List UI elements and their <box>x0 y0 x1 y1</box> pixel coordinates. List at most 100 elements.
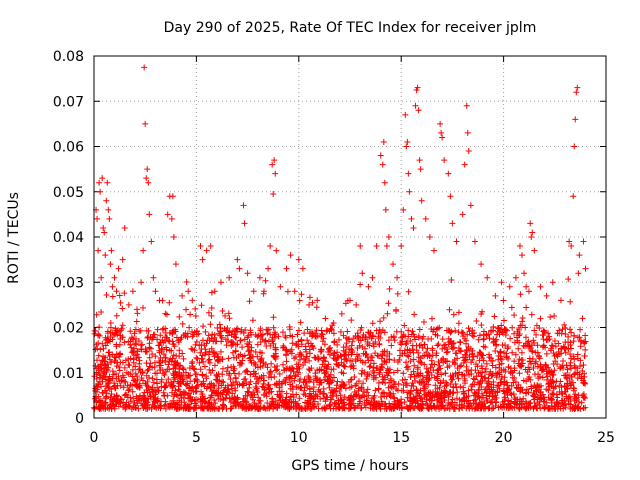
band-point <box>348 342 355 349</box>
data-point <box>394 274 401 281</box>
band-point <box>498 322 505 329</box>
band-point <box>133 355 140 362</box>
band-point <box>182 381 189 388</box>
band-point <box>118 377 125 384</box>
band-point <box>188 345 195 352</box>
data-point <box>256 274 263 281</box>
band-point <box>169 338 176 345</box>
data-point <box>380 138 387 145</box>
band-point <box>505 355 512 362</box>
data-point <box>519 252 526 259</box>
data-point <box>528 234 535 240</box>
data-point <box>543 292 550 299</box>
band-point <box>449 396 456 403</box>
band-point <box>128 344 135 351</box>
band-point <box>571 385 578 392</box>
band-point <box>462 356 469 363</box>
band-point <box>492 364 499 371</box>
data-point <box>299 265 306 272</box>
band-point <box>574 375 581 382</box>
y-tick-label: 0.05 <box>53 185 84 201</box>
band-point <box>531 382 538 389</box>
band-point <box>381 376 388 383</box>
band-point <box>319 331 326 338</box>
band-point <box>145 366 152 373</box>
band-point <box>537 405 544 412</box>
band-point <box>582 346 589 353</box>
band-point <box>140 304 147 311</box>
band-point <box>370 343 377 350</box>
band-point <box>450 311 457 318</box>
band-point <box>132 340 139 347</box>
y-tick-label: 0.07 <box>53 94 84 110</box>
band-point <box>454 372 461 379</box>
band-point <box>179 350 186 357</box>
data-point <box>240 202 247 209</box>
data-point <box>439 134 446 141</box>
data-point <box>189 297 196 304</box>
band-point <box>111 403 118 410</box>
data-point <box>106 215 113 222</box>
band-point <box>511 404 518 411</box>
band-point <box>457 339 464 346</box>
band-point <box>379 361 386 368</box>
band-point <box>306 374 313 381</box>
band-point <box>493 374 500 381</box>
band-point <box>269 395 276 402</box>
band-point <box>459 371 466 378</box>
band-point <box>320 335 327 342</box>
band-point <box>485 378 492 385</box>
data-point <box>156 297 163 304</box>
band-point <box>297 350 304 357</box>
band-point <box>319 361 326 368</box>
band-point <box>358 370 365 377</box>
band-point <box>105 337 112 344</box>
x-tick-label: 10 <box>290 430 308 446</box>
band-point <box>448 277 455 283</box>
band-point <box>357 327 364 334</box>
band-point <box>415 390 422 397</box>
band-point <box>470 375 477 382</box>
band-point <box>428 335 435 342</box>
band-point <box>551 337 558 344</box>
data-point <box>383 243 390 250</box>
band-point <box>149 388 156 395</box>
band-point <box>117 382 124 389</box>
band-point <box>229 338 236 345</box>
band-point <box>412 336 419 343</box>
band-point <box>240 329 247 336</box>
band-point <box>300 361 307 368</box>
band-point <box>178 390 185 397</box>
y-axis-label: ROTI / TECUs <box>6 192 22 284</box>
band-point <box>308 333 315 340</box>
band-point <box>517 322 524 329</box>
band-point <box>486 335 493 342</box>
band-point <box>220 389 227 396</box>
band-point <box>446 389 453 396</box>
band-point <box>481 374 488 381</box>
band-point <box>334 349 341 356</box>
data-point <box>484 274 491 281</box>
band-point <box>199 405 206 412</box>
band-point <box>435 341 442 348</box>
band-point <box>417 379 424 386</box>
band-point <box>279 329 286 336</box>
band-point <box>404 352 411 359</box>
band-point <box>479 308 486 315</box>
band-point <box>495 382 502 389</box>
band-point <box>324 363 331 370</box>
band-point <box>193 371 200 378</box>
band-point <box>340 347 347 354</box>
band-point <box>456 363 463 370</box>
band-point <box>130 395 137 402</box>
band-point <box>116 353 123 360</box>
band-point <box>283 365 290 372</box>
band-point <box>296 297 303 304</box>
band-point <box>154 370 161 377</box>
data-point <box>467 202 474 209</box>
band-point <box>130 377 137 384</box>
band-point <box>463 347 470 354</box>
x-tick-label: 20 <box>495 430 513 446</box>
data-point <box>498 279 505 286</box>
band-point <box>399 350 406 357</box>
